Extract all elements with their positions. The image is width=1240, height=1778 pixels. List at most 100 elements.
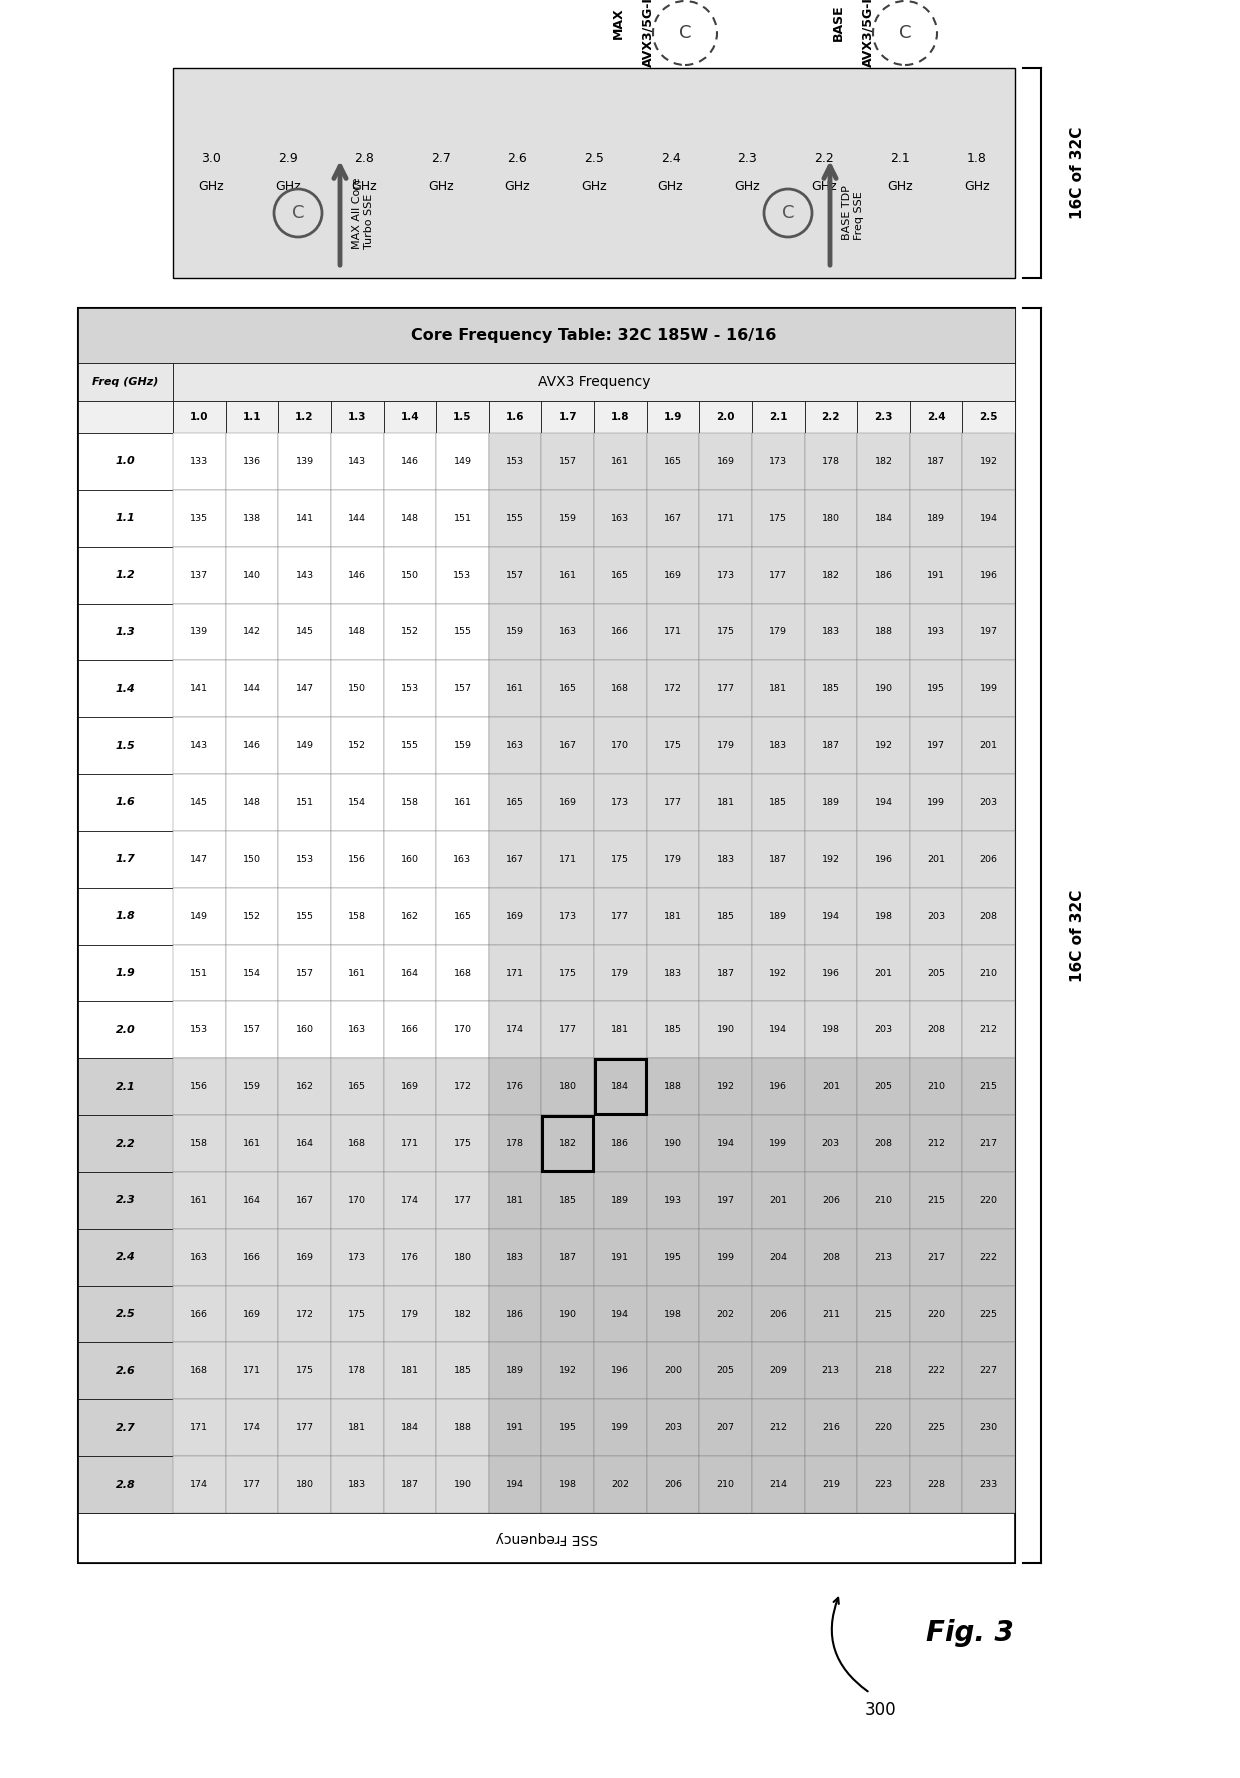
Text: 198: 198 [822, 1026, 839, 1035]
Text: 219: 219 [822, 1479, 839, 1490]
Bar [78, 717, 174, 773]
Text: 146: 146 [243, 741, 260, 750]
Text: 172: 172 [454, 1083, 471, 1092]
Bar [331, 1172, 383, 1229]
Bar [226, 1285, 278, 1342]
Bar [542, 1456, 594, 1513]
Bar [226, 1399, 278, 1456]
Text: GHz: GHz [963, 181, 990, 194]
Text: 163: 163 [190, 1253, 208, 1262]
Text: 183: 183 [717, 855, 734, 864]
Text: 157: 157 [295, 969, 314, 978]
Bar [436, 1399, 489, 1456]
Text: 207: 207 [717, 1422, 734, 1433]
Text: 163: 163 [559, 628, 577, 637]
Bar [542, 402, 594, 434]
Text: 167: 167 [559, 741, 577, 750]
Text: 199: 199 [611, 1422, 630, 1433]
Text: 222: 222 [928, 1367, 945, 1376]
Text: 208: 208 [874, 1140, 893, 1149]
Bar [962, 1285, 1016, 1342]
Text: 2.6: 2.6 [507, 153, 527, 165]
Text: GHz: GHz [428, 181, 454, 194]
Bar [489, 717, 542, 773]
Bar [278, 402, 331, 434]
Text: 163: 163 [611, 514, 630, 523]
Text: 202: 202 [611, 1479, 630, 1490]
Text: 200: 200 [663, 1367, 682, 1376]
Bar [962, 546, 1016, 603]
Text: 222: 222 [980, 1253, 998, 1262]
Text: 1.8: 1.8 [611, 412, 630, 421]
Text: 215: 215 [874, 1310, 893, 1319]
Bar [331, 1001, 383, 1058]
Text: 136: 136 [243, 457, 260, 466]
Bar [383, 1399, 436, 1456]
Bar [78, 773, 174, 830]
Text: 201: 201 [822, 1083, 839, 1092]
Text: 168: 168 [454, 969, 471, 978]
Text: 189: 189 [769, 912, 787, 921]
Text: 180: 180 [454, 1253, 471, 1262]
Bar [78, 944, 174, 1001]
Bar [542, 1172, 594, 1229]
Bar [78, 1285, 174, 1342]
Text: 210: 210 [980, 969, 998, 978]
Bar [857, 402, 910, 434]
Bar [489, 491, 542, 546]
Text: 186: 186 [506, 1310, 525, 1319]
Text: 139: 139 [295, 457, 314, 466]
Text: 172: 172 [663, 685, 682, 693]
Bar [226, 603, 278, 660]
Text: 177: 177 [769, 571, 787, 580]
Text: 212: 212 [769, 1422, 787, 1433]
Bar [857, 1285, 910, 1342]
Bar [383, 1172, 436, 1229]
Text: 187: 187 [559, 1253, 577, 1262]
Text: 153: 153 [401, 685, 419, 693]
Bar [436, 1058, 489, 1115]
Text: 146: 146 [401, 457, 419, 466]
Text: 171: 171 [559, 855, 577, 864]
Text: 179: 179 [717, 741, 734, 750]
Text: 155: 155 [454, 628, 471, 637]
Text: 168: 168 [348, 1140, 366, 1149]
Bar [699, 717, 751, 773]
Bar [174, 491, 226, 546]
Text: 173: 173 [559, 912, 577, 921]
Text: 194: 194 [980, 514, 998, 523]
Text: 185: 185 [663, 1026, 682, 1035]
Text: 230: 230 [980, 1422, 998, 1433]
Text: BASE TDP
Freq SSE: BASE TDP Freq SSE [842, 185, 863, 240]
Text: 148: 148 [348, 628, 366, 637]
Bar [751, 491, 805, 546]
Bar [489, 1399, 542, 1456]
Text: 161: 161 [559, 571, 577, 580]
Text: 204: 204 [769, 1253, 787, 1262]
Bar [278, 1229, 331, 1285]
Bar [962, 1058, 1016, 1115]
Bar [910, 1001, 962, 1058]
Bar [489, 434, 542, 491]
Text: 178: 178 [348, 1367, 366, 1376]
Text: 177: 177 [295, 1422, 314, 1433]
Text: 175: 175 [611, 855, 630, 864]
Text: 161: 161 [506, 685, 525, 693]
Text: 142: 142 [243, 628, 260, 637]
Text: 173: 173 [611, 798, 630, 807]
Text: 177: 177 [559, 1026, 577, 1035]
Text: SSE Frequency: SSE Frequency [495, 1531, 598, 1545]
Text: 190: 190 [717, 1026, 734, 1035]
Text: 197: 197 [980, 628, 998, 637]
Text: 195: 195 [663, 1253, 682, 1262]
Bar [594, 1342, 646, 1399]
Text: 144: 144 [243, 685, 260, 693]
Text: 179: 179 [611, 969, 630, 978]
Bar [962, 402, 1016, 434]
Text: 175: 175 [769, 514, 787, 523]
Text: 179: 179 [663, 855, 682, 864]
Bar [646, 887, 699, 944]
Text: 163: 163 [348, 1026, 366, 1035]
Text: 187: 187 [822, 741, 839, 750]
Bar [699, 1399, 751, 1456]
